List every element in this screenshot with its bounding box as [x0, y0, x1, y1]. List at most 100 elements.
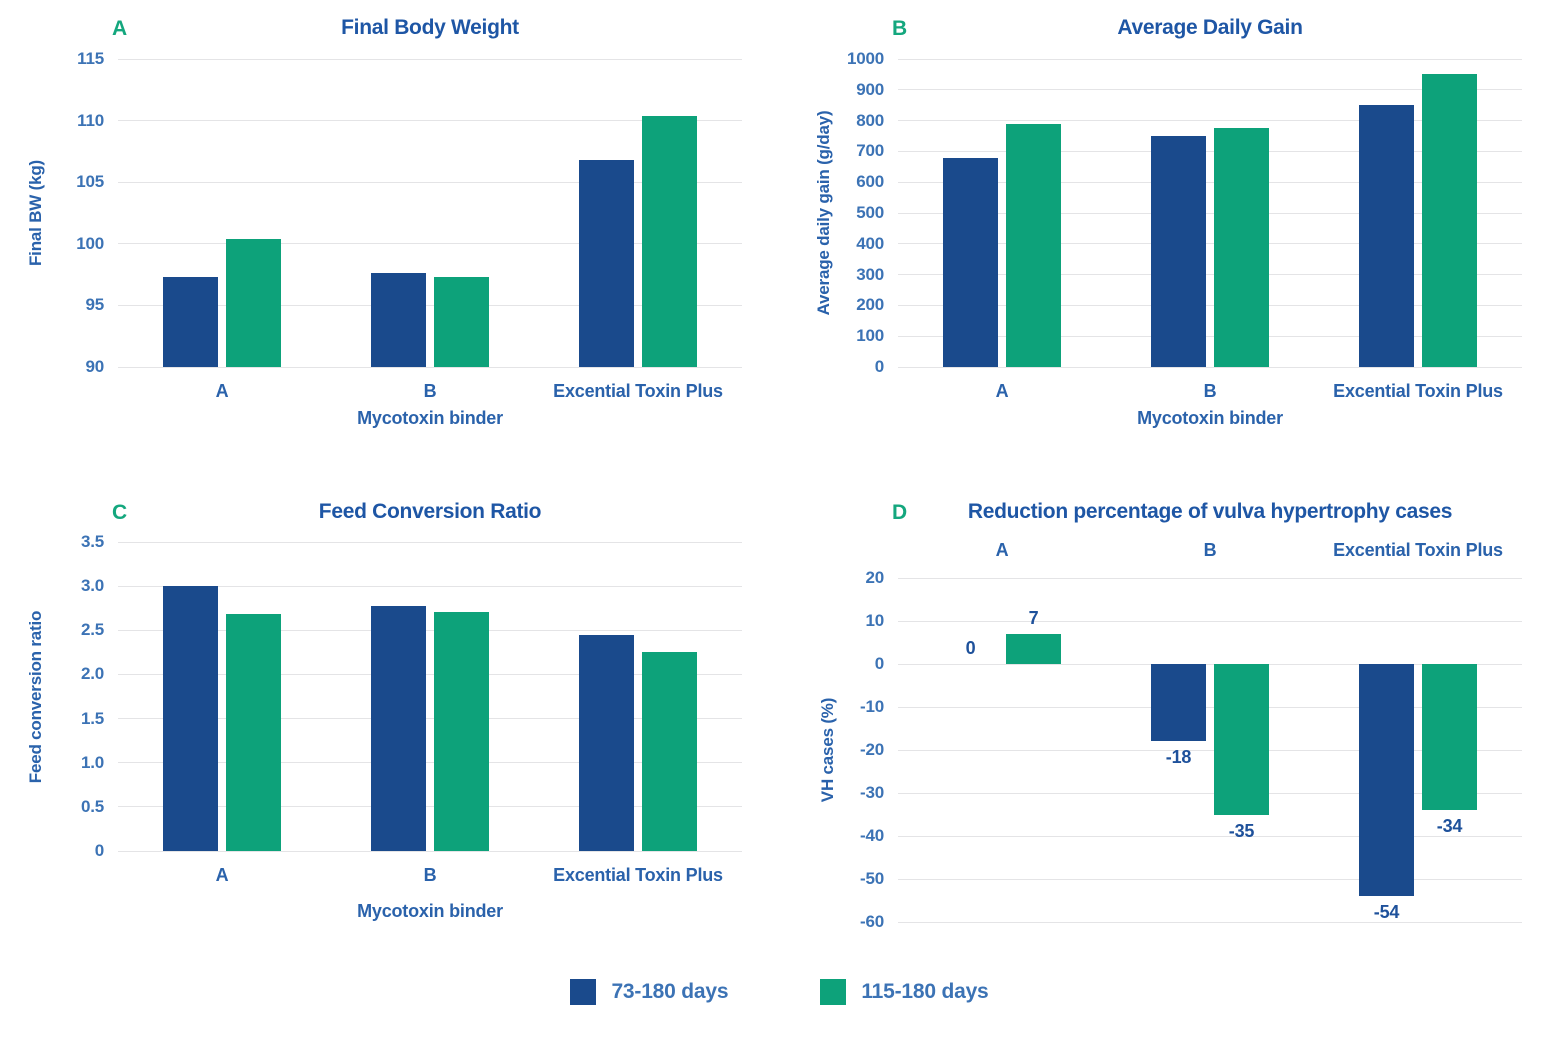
y-tick-label: 1.5 [80, 708, 104, 728]
gridline [898, 274, 1522, 276]
gridline [898, 835, 1522, 837]
plot-area-final-body-weight: 115 110 105 100 95 90 A B Excential Toxin Plus [76, 49, 742, 401]
bar-115-180-days [434, 611, 489, 851]
y-tick-label: 3.5 [80, 532, 104, 551]
gridline [118, 243, 742, 245]
gridline [898, 749, 1522, 751]
y-tick-label: 0 [94, 841, 104, 860]
y-tick-label: 95 [85, 295, 104, 315]
legend-swatch-73-180-days [570, 979, 597, 1005]
bar-73-180-days [579, 160, 634, 367]
y-tick-label: -20 [860, 740, 884, 759]
gridline [898, 304, 1522, 306]
y-tick-label: 600 [856, 172, 884, 192]
y-tick-label: 400 [856, 233, 884, 253]
y-axis-label-feed-conversion-ratio: Feed conversion ratio [26, 610, 45, 784]
value-label: 0 [965, 638, 976, 658]
y-tick-label: 2.0 [80, 664, 104, 684]
gridline [118, 58, 742, 60]
plot-area-average-daily-gain: 1000 900 800 700 600 500 400 300 200 100 0 A B Excent… [847, 49, 1522, 401]
bar-115-180-days [1214, 128, 1269, 367]
bar-73-180-days [1359, 105, 1414, 367]
gridline [898, 150, 1522, 152]
chart-title-vh-reduction: Reduction percentage of vulva hypertroph… [967, 500, 1453, 523]
panel-letter-b: B [892, 17, 907, 40]
x-axis-label-mycotoxin-binder: Mycotoxin binder [357, 408, 503, 428]
bar-73-180-days [1359, 664, 1414, 897]
category-label: A [215, 381, 229, 401]
gridline [898, 181, 1522, 183]
gridline [118, 718, 742, 720]
category-label: Excential Toxin Plus [1333, 381, 1503, 401]
bar-115-180-days [226, 614, 281, 851]
y-tick-label: 300 [856, 264, 884, 284]
bar-115-180-days [1422, 74, 1477, 367]
bar-73-180-days [1151, 664, 1206, 742]
category-label: B [1203, 540, 1217, 560]
legend-swatch-115-180-days [820, 979, 847, 1005]
y-tick-label: -10 [860, 697, 884, 716]
chart-panel-feed-conversion-ratio: C Feed Conversion Ratio Feed conversion … [0, 480, 780, 965]
gridline [898, 878, 1522, 880]
bar-73-180-days [371, 273, 426, 367]
y-tick-label: 115 [77, 49, 104, 68]
bar-115-180-days [226, 238, 281, 367]
gridline [898, 577, 1522, 579]
category-label: A [995, 381, 1009, 401]
gridline [898, 120, 1522, 122]
bar-73-180-days [1151, 136, 1206, 367]
y-tick-label: 10 [865, 611, 884, 630]
gridline [118, 120, 742, 122]
category-label: B [1203, 381, 1217, 401]
gridline [118, 541, 742, 543]
y-tick-label: -40 [860, 826, 884, 845]
chart-panel-average-daily-gain: B Average Daily Gain Average daily gain … [780, 0, 1559, 480]
chart-title-feed-conversion-ratio: Feed Conversion Ratio [318, 500, 542, 523]
y-tick-label: 0.5 [80, 796, 104, 816]
bar-115-180-days [642, 115, 697, 367]
bar-115-180-days [434, 277, 489, 367]
category-label: Excential Toxin Plus [553, 381, 723, 401]
y-tick-label: -50 [860, 869, 884, 888]
y-tick-label: 900 [856, 79, 884, 99]
bar-73-180-days [163, 586, 218, 851]
gridline [118, 806, 742, 808]
legend-label-115-180-days: 115-180 days [861, 980, 989, 1003]
value-label: 7 [1028, 607, 1039, 628]
y-tick-label: 100 [856, 326, 884, 346]
y-tick-label: 2.5 [80, 620, 104, 640]
y-tick-label: 105 [76, 172, 104, 192]
legend-item-73-180-days: 73-180 days [570, 979, 729, 1005]
category-label: Excential Toxin Plus [553, 865, 723, 885]
category-label: A [995, 540, 1009, 560]
bar-115-180-days [642, 652, 697, 851]
y-tick-label: 1000 [846, 49, 884, 68]
y-tick-label: 500 [856, 203, 884, 222]
value-label: -18 [1165, 747, 1192, 768]
panel-letter-c: C [112, 501, 127, 524]
y-tick-label: -30 [860, 783, 884, 802]
gridline [898, 366, 1522, 368]
plot-area-feed-conversion-ratio: 3.5 3.0 2.5 2.0 1.5 1.0 0.5 0 A B Excential Toxin … [81, 532, 742, 885]
gridline [898, 620, 1522, 622]
value-label: -54 [1373, 902, 1400, 923]
y-tick-label: 20 [865, 568, 884, 587]
y-axis-label-average-daily-gain: Average daily gain (g/day) [814, 110, 833, 316]
gridline [898, 663, 1522, 665]
bar-115-180-days [1006, 633, 1061, 664]
category-label: B [423, 865, 437, 885]
bar-115-180-days [1422, 664, 1477, 811]
gridline [898, 58, 1522, 60]
gridline [118, 673, 742, 675]
chart-panel-final-body-weight: A Final Body Weight Final BW (kg) 115 110… [0, 0, 780, 480]
y-tick-label: 800 [856, 110, 884, 130]
gridline [118, 366, 742, 368]
bar-115-180-days [1214, 664, 1269, 815]
legend-label-73-180-days: 73-180 days [611, 980, 729, 1003]
y-tick-label: 1.0 [80, 752, 104, 772]
bar-115-180-days [1006, 123, 1061, 367]
gridline [118, 762, 742, 764]
value-label: -35 [1228, 820, 1255, 841]
category-label: Excential Toxin Plus [1333, 540, 1503, 560]
